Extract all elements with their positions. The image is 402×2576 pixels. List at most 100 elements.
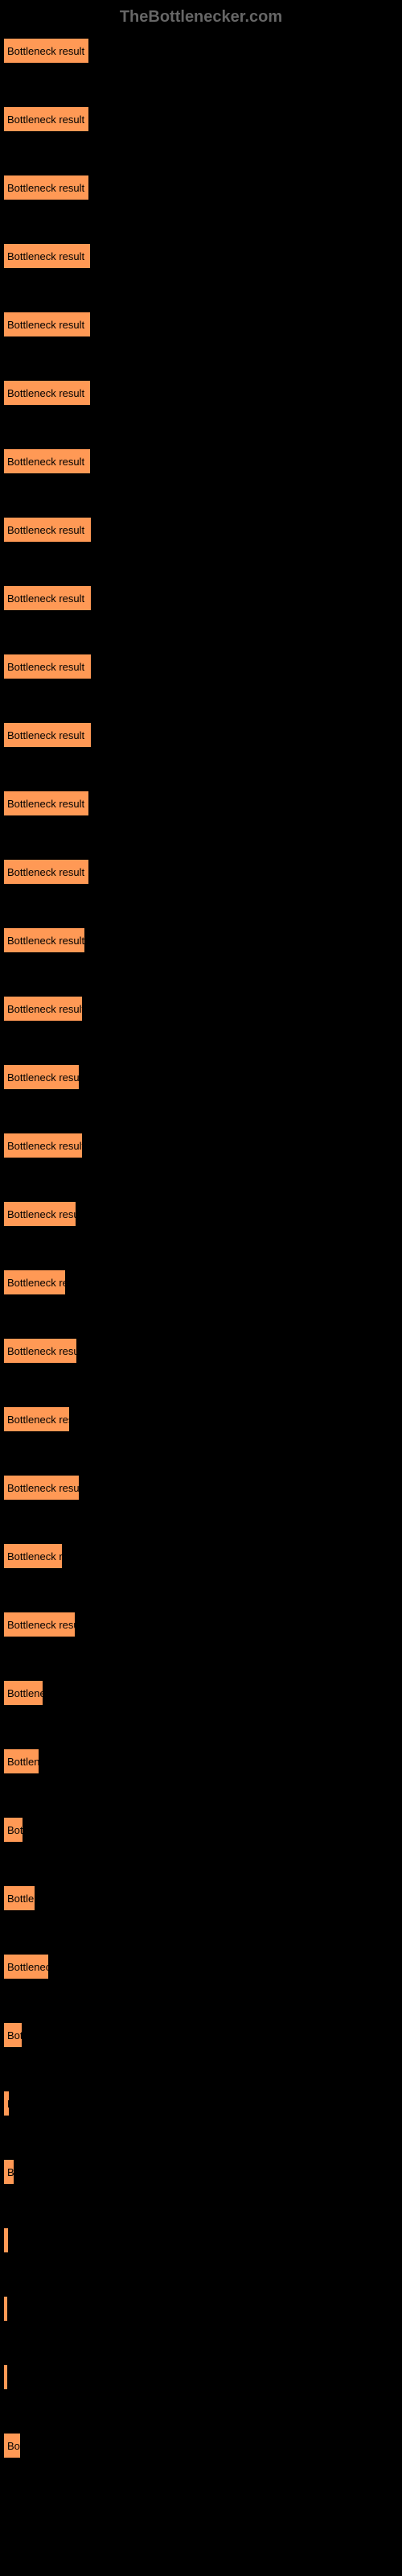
bar-label: Bottleneck result (7, 2440, 20, 2452)
bar-label: Bottleneck result (7, 1345, 76, 1357)
bar-label: Bottleneck result (7, 456, 84, 468)
bar: Bottleneck result (4, 1544, 62, 1568)
bar-row: Bottleneck result (4, 2297, 402, 2321)
bar-label: Bottleneck result (7, 2235, 8, 2247)
bar: Bottleneck result (4, 449, 90, 473)
bar-row: Bottleneck result (4, 1270, 402, 1294)
bar-label: Bottleneck result (7, 2166, 14, 2178)
bar-label: Bottleneck result (7, 798, 84, 810)
bar-label: Bottleneck result (7, 1893, 35, 1905)
bar-row: Bottleneck result (4, 2365, 402, 2389)
bar-row: Bottleneck result (4, 518, 402, 542)
bar: Bottleneck result (4, 791, 88, 815)
bar: Bottleneck result (4, 1749, 39, 1773)
bar-row: Bottleneck result (4, 928, 402, 952)
bar-row: Bottleneck result (4, 860, 402, 884)
bar: Bottleneck result (4, 1612, 75, 1637)
bar-label: Bottleneck result (7, 45, 84, 57)
bar-row: Bottleneck result (4, 1818, 402, 1842)
bar: Bottleneck result (4, 1818, 23, 1842)
bar-row: Bottleneck result (4, 1681, 402, 1705)
bar-label: Bottleneck result (7, 661, 84, 673)
bar: Bottleneck result (4, 244, 90, 268)
bar-row: Bottleneck result (4, 449, 402, 473)
bar-label: Bottleneck result (7, 250, 84, 262)
bar-label: Bottleneck result (7, 1756, 39, 1768)
bar-label: Bottleneck result (7, 182, 84, 194)
bar: Bottleneck result (4, 1339, 76, 1363)
bar-row: Bottleneck result (4, 1544, 402, 1568)
bar-row: Bottleneck result (4, 1339, 402, 1363)
bar: Bottleneck result (4, 381, 90, 405)
bar-row: Bottleneck result (4, 1612, 402, 1637)
bar-label: Bottleneck result (7, 592, 84, 605)
bar-label: Bottleneck result (7, 2029, 22, 2041)
bar-label: Bottleneck result (7, 1482, 79, 1494)
bar-row: Bottleneck result (4, 312, 402, 336)
bar-row: Bottleneck result (4, 2160, 402, 2184)
bar: Bottleneck result (4, 2228, 8, 2252)
bar: Bottleneck result (4, 2023, 22, 2047)
bar: Bottleneck result (4, 1133, 82, 1158)
bar: Bottleneck result (4, 1476, 79, 1500)
bar-label: Bottleneck result (7, 1619, 75, 1631)
bar-label: Bottleneck result (7, 1961, 48, 1973)
bar: Bottleneck result (4, 39, 88, 63)
bar-row: Bottleneck result (4, 39, 402, 63)
bar-row: Bottleneck result (4, 1955, 402, 1979)
bar-row: Bottleneck result (4, 1202, 402, 1226)
bar-label: Bottleneck result (7, 1824, 23, 1836)
bar: Bottleneck result (4, 997, 82, 1021)
bar-row: Bottleneck result (4, 107, 402, 131)
bar-row: Bottleneck result (4, 1886, 402, 1910)
bar-label: Bottleneck result (7, 1687, 43, 1699)
bar: Bottleneck result (4, 2365, 7, 2389)
bar-row: Bottleneck result (4, 381, 402, 405)
bar: Bottleneck result (4, 860, 88, 884)
bar: Bottleneck result (4, 723, 91, 747)
bar-row: Bottleneck result (4, 2434, 402, 2458)
bar: Bottleneck result (4, 2297, 7, 2321)
bar: Bottleneck result (4, 2091, 9, 2116)
bar: Bottleneck result (4, 1407, 69, 1431)
bar-row: Bottleneck result (4, 1065, 402, 1089)
bar: Bottleneck result (4, 586, 91, 610)
bar-label: Bottleneck result (7, 866, 84, 878)
bar-row: Bottleneck result (4, 1407, 402, 1431)
bar-row: Bottleneck result (4, 175, 402, 200)
bar: Bottleneck result (4, 518, 91, 542)
bar-label: Bottleneck result (7, 1277, 65, 1289)
bar-row: Bottleneck result (4, 791, 402, 815)
bar-row: Bottleneck result (4, 997, 402, 1021)
bar: Bottleneck result (4, 2160, 14, 2184)
bar: Bottleneck result (4, 1681, 43, 1705)
bar-label: Bottleneck result (7, 1414, 69, 1426)
bar-row: Bottleneck result (4, 2091, 402, 2116)
bar-row: Bottleneck result (4, 1476, 402, 1500)
bar-label: Bottleneck result (7, 1208, 76, 1220)
bar-label: Bottleneck result (7, 2098, 9, 2110)
watermark-text: TheBottlenecker.com (0, 8, 402, 27)
bar: Bottleneck result (4, 175, 88, 200)
bar-label: Bottleneck result (7, 524, 84, 536)
bar-row: Bottleneck result (4, 586, 402, 610)
bar: Bottleneck result (4, 1955, 48, 1979)
bar: Bottleneck result (4, 1886, 35, 1910)
bar: Bottleneck result (4, 1065, 79, 1089)
bar-chart: Bottleneck result Bottleneck result Bottle… (0, 39, 402, 2458)
bar-label: Bottleneck result (7, 114, 84, 126)
bar-label: Bottleneck result (7, 387, 84, 399)
bar: Bottleneck result (4, 1202, 76, 1226)
bar-label: Bottleneck result (7, 1071, 79, 1084)
bar-label: Bottleneck result (7, 1140, 82, 1152)
bar-row: Bottleneck result (4, 244, 402, 268)
bar-label: Bottleneck result (7, 935, 84, 947)
bar-label: Bottleneck result (7, 1550, 62, 1563)
bar-label: Bottleneck result (7, 729, 84, 741)
bar-label: Bottleneck result (7, 319, 84, 331)
bar: Bottleneck result (4, 928, 84, 952)
bar: Bottleneck result (4, 1270, 65, 1294)
bar: Bottleneck result (4, 312, 90, 336)
bar-row: Bottleneck result (4, 1133, 402, 1158)
bar: Bottleneck result (4, 654, 91, 679)
